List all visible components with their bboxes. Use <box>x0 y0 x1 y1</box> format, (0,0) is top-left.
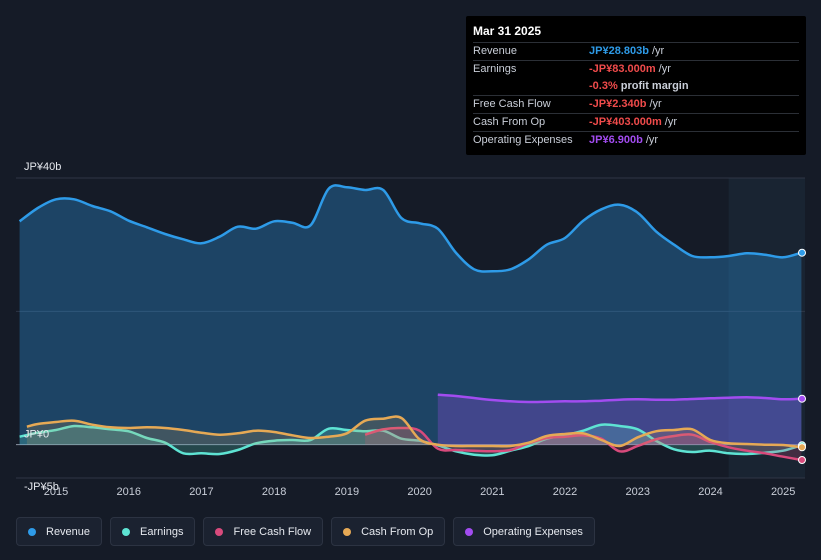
gridlines <box>16 177 805 479</box>
earnings-line <box>19 423 802 457</box>
legend-label: Operating Expenses <box>483 525 583 538</box>
tooltip-unit: profit margin <box>620 80 689 92</box>
legend-item-revenue[interactable]: Revenue <box>16 517 103 546</box>
legend-item-free-cash-flow[interactable]: Free Cash Flow <box>203 517 324 546</box>
revenue-end-marker <box>798 248 806 257</box>
end-markers <box>798 248 806 464</box>
tooltip-value: JP¥6.900b <box>589 134 643 146</box>
y-tick-label: -JP¥5b <box>24 481 59 493</box>
tooltip-row-revenue: Revenue JP¥28.803b /yr <box>473 42 799 60</box>
tooltip-row-earnings: Earnings -JP¥83.000m /yr <box>473 60 799 78</box>
legend-label: Revenue <box>46 525 91 538</box>
tooltip-label: Earnings <box>473 63 517 75</box>
legend-item-cash-from-op[interactable]: Cash From Op <box>331 517 446 546</box>
operating-expenses-line <box>437 393 802 404</box>
x-tick-label: 2025 <box>771 486 795 498</box>
tooltip-label: Free Cash Flow <box>473 98 551 110</box>
dot-icon <box>343 527 352 536</box>
x-tick-label: 2015 <box>44 486 68 498</box>
cash-from-op-area <box>26 416 802 448</box>
tooltip-row-cfo: Cash From Op -JP¥403.000m /yr <box>473 113 799 131</box>
tooltip-value: -JP¥2.340b <box>589 98 647 110</box>
y-tick-label: JP¥40b <box>24 161 61 173</box>
dot-icon <box>28 527 36 536</box>
tooltip-value: -JP¥83.000m <box>589 63 656 75</box>
tooltip-value: JP¥28.803b <box>589 45 649 57</box>
y-tick-label: JP¥0 <box>24 429 49 441</box>
legend-label: Earnings <box>140 525 184 538</box>
x-tick-label: 2018 <box>262 486 286 498</box>
legend-label: Cash From Op <box>361 525 434 538</box>
revenue-area <box>19 185 802 445</box>
x-tick-label: 2022 <box>553 486 577 498</box>
x-tick-label: 2016 <box>116 486 140 498</box>
free-cash-flow-line <box>364 426 802 462</box>
dot-icon <box>465 527 474 536</box>
tooltip: Mar 31 2025 Revenue JP¥28.803b /yr Earni… <box>466 16 806 155</box>
series-layer <box>18 184 802 462</box>
y-axis: JP¥40b JP¥0 -JP¥5b <box>24 161 61 493</box>
legend: Revenue Earnings Free Cash Flow Cash Fro… <box>16 517 595 548</box>
forecast-shade <box>728 178 805 478</box>
revenue-line <box>18 184 802 273</box>
tooltip-date: Mar 31 2025 <box>473 24 542 38</box>
tooltip-row-opex: Operating Expenses JP¥6.900b /yr <box>473 131 799 149</box>
dot-icon <box>215 527 224 536</box>
operating-expenses-area <box>437 394 802 445</box>
tooltip-unit: /yr <box>651 45 665 57</box>
tooltip-label <box>473 78 589 95</box>
legend-item-operating-expenses[interactable]: Operating Expenses <box>453 517 595 546</box>
dot-icon <box>122 527 131 536</box>
tooltip-unit: /yr <box>645 134 659 146</box>
cash-from-op-end-marker <box>798 443 806 452</box>
tooltip-unit: /yr <box>649 98 662 110</box>
x-tick-label: 2020 <box>407 486 431 498</box>
x-axis: 2015 2016 2017 2018 2019 2020 2021 2022 2023 2024… <box>44 486 796 498</box>
free-cash-flow-end-marker <box>798 456 806 464</box>
tooltip-label: Revenue <box>473 45 518 57</box>
x-tick-label: 2023 <box>626 486 650 498</box>
x-tick-label: 2017 <box>189 486 213 498</box>
legend-label: Free Cash Flow <box>233 525 312 538</box>
x-tick-label: 2019 <box>335 486 359 498</box>
x-tick-label: 2024 <box>698 486 722 498</box>
cash-from-op-line <box>26 415 802 449</box>
tooltip-row-fcf: Free Cash Flow -JP¥2.340b /yr <box>473 95 799 113</box>
tooltip-unit: /yr <box>658 63 671 75</box>
x-tick-label: 2021 <box>480 486 504 498</box>
tooltip-label: Cash From Op <box>473 116 546 128</box>
tooltip-row-margin: -0.3% profit margin <box>473 78 799 95</box>
tooltip-label: Operating Expenses <box>473 134 573 146</box>
tooltip-unit: /yr <box>664 116 678 128</box>
tooltip-value: -JP¥403.000m <box>589 116 662 128</box>
tooltip-value: -0.3% <box>589 80 618 92</box>
legend-item-earnings[interactable]: Earnings <box>110 517 196 546</box>
operating-expenses-end-marker <box>798 394 806 403</box>
